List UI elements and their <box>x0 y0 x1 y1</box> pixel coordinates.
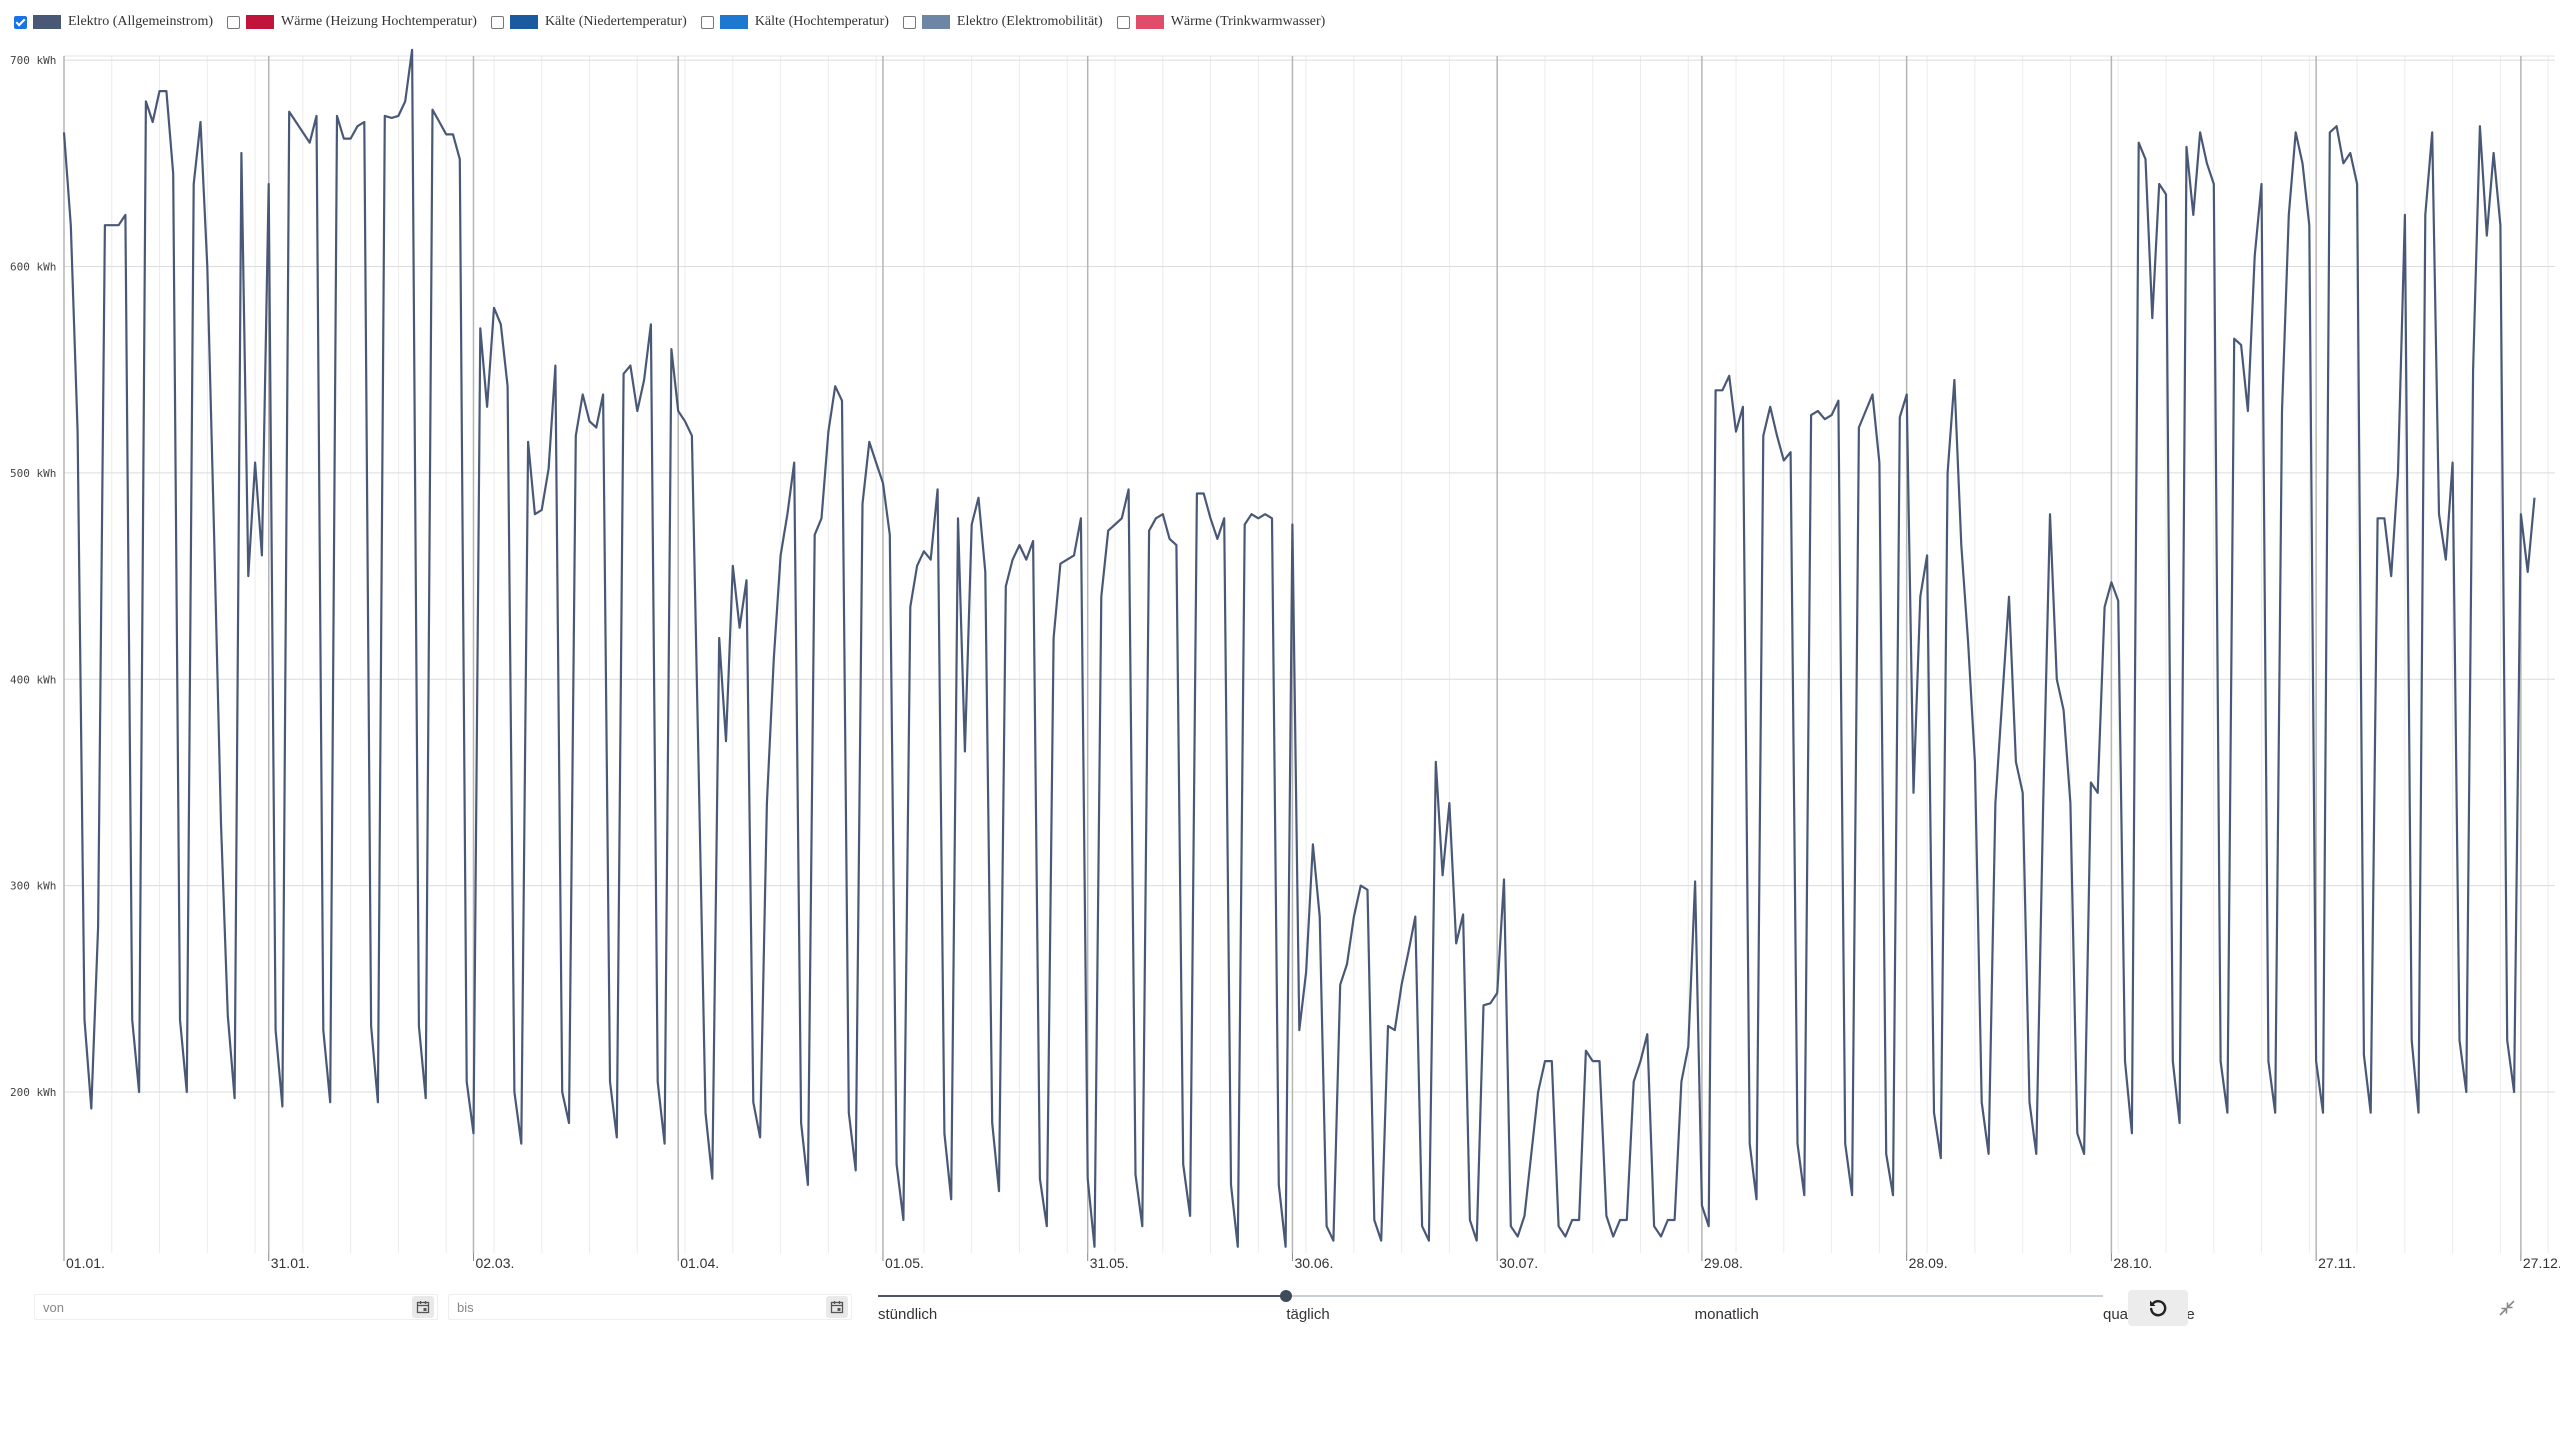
slider-fill <box>878 1295 1287 1297</box>
resolution-option-monthly[interactable]: monatlich <box>1694 1306 1759 1323</box>
slider-track[interactable] <box>878 1295 2103 1297</box>
legend-checkbox[interactable] <box>227 15 241 29</box>
y-tick-label: 700 kWh <box>10 54 56 67</box>
y-tick-label: 500 kWh <box>10 467 56 480</box>
legend-checkbox[interactable] <box>14 15 27 29</box>
calendar-icon[interactable] <box>412 1296 434 1318</box>
resolution-option-daily[interactable]: täglich <box>1286 1306 1330 1323</box>
legend-swatch <box>246 15 275 29</box>
y-tick-label: 300 kWh <box>10 880 56 893</box>
x-tick-label: 28.09. <box>1909 1255 1948 1271</box>
legend-checkbox[interactable] <box>1116 15 1130 29</box>
x-tick-label: 30.06. <box>1294 1255 1333 1271</box>
from-date-input[interactable] <box>35 1295 412 1319</box>
x-tick-label: 30.07. <box>1499 1255 1538 1271</box>
collapse-icon <box>2499 1300 2515 1316</box>
calendar-icon[interactable] <box>826 1296 848 1318</box>
legend-swatch <box>33 15 61 29</box>
slider-thumb[interactable] <box>1280 1290 1293 1302</box>
legend-swatch <box>719 15 748 29</box>
legend-item-1[interactable]: Wärme (Heizung Hochtemperatur) <box>227 14 477 30</box>
y-tick-label: 400 kWh <box>10 673 56 686</box>
legend-item-5[interactable]: Wärme (Trinkwarmwasser) <box>1116 14 1326 30</box>
x-tick-label: 02.03. <box>475 1255 514 1271</box>
to-date-field[interactable] <box>448 1294 852 1320</box>
legend-label: Elektro (Elektromobilität) <box>956 14 1103 29</box>
resolution-slider[interactable]: stündlich täglich monatlich quartalsweis… <box>878 1288 2195 1323</box>
y-tick-label: 200 kWh <box>10 1086 56 1099</box>
legend-item-3[interactable]: Kälte (Hochtemperatur) <box>700 14 889 30</box>
legend-item-0[interactable]: Elektro (Allgemeinstrom) <box>14 14 213 30</box>
x-tick-label: 31.01. <box>271 1255 310 1271</box>
from-date-field[interactable] <box>34 1294 438 1320</box>
legend-label: Wärme (Heizung Hochtemperatur) <box>281 14 477 29</box>
chart-legend: Elektro (Allgemeinstrom) Wärme (Heizung H… <box>14 10 1339 34</box>
legend-item-2[interactable]: Kälte (Niedertemperatur) <box>490 14 687 30</box>
resolution-option-hourly[interactable]: stündlich <box>878 1306 938 1323</box>
x-tick-label: 01.01. <box>66 1255 105 1271</box>
to-date-input[interactable] <box>449 1295 826 1319</box>
x-tick-label: 01.05. <box>885 1255 924 1271</box>
x-tick-label: 01.04. <box>680 1255 719 1271</box>
y-tick-label: 600 kWh <box>10 261 56 274</box>
legend-checkbox[interactable] <box>490 15 504 29</box>
legend-swatch <box>1135 15 1164 29</box>
legend-label: Wärme (Trinkwarmwasser) <box>1170 14 1326 29</box>
legend-swatch <box>921 15 950 29</box>
reset-icon <box>2150 1300 2167 1317</box>
legend-label: Kälte (Hochtemperatur) <box>754 14 889 29</box>
legend-item-4[interactable]: Elektro (Elektromobilität) <box>902 14 1103 30</box>
legend-label: Kälte (Niedertemperatur) <box>544 14 687 29</box>
legend-swatch <box>509 15 538 29</box>
legend-checkbox[interactable] <box>700 15 714 29</box>
x-tick-label: 27.12. <box>2523 1255 2560 1271</box>
x-tick-label: 28.10. <box>2113 1255 2152 1271</box>
x-tick-label: 27.11. <box>2318 1255 2356 1271</box>
legend-checkbox[interactable] <box>902 15 916 29</box>
series-line-elektro-allgemeinstrom <box>62 48 2536 1248</box>
legend-label: Elektro (Allgemeinstrom) <box>68 14 214 29</box>
reset-button[interactable] <box>2128 1290 2188 1326</box>
energy-line-chart: 200 kWh 300 kWh 400 kWh 500 kWh 600 kWh 700 k… <box>10 48 2560 1271</box>
collapse-button[interactable] <box>2495 1296 2519 1320</box>
x-tick-label: 31.05. <box>1090 1255 1129 1271</box>
x-tick-label: 29.08. <box>1704 1255 1743 1271</box>
